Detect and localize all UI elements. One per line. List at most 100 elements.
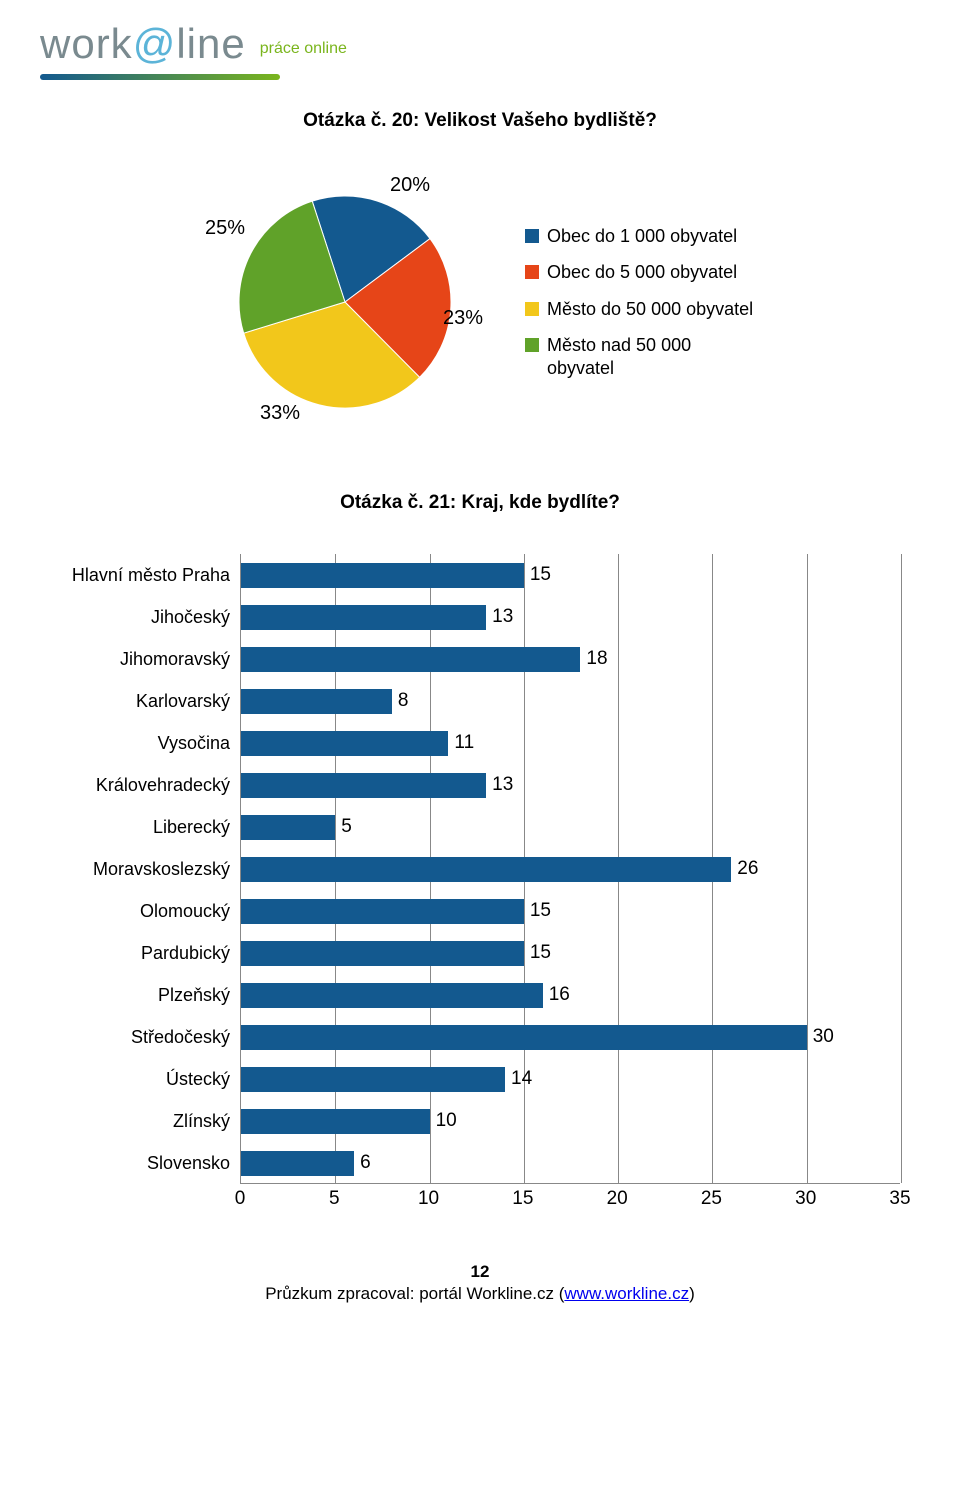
bar-value-label: 11 bbox=[454, 732, 474, 754]
bar-value-label: 16 bbox=[549, 984, 570, 1006]
legend-item: Obec do 1 000 obyvatel bbox=[525, 225, 755, 248]
bar-row: 6 bbox=[241, 1142, 900, 1184]
legend-item: Město do 50 000 obyvatel bbox=[525, 298, 755, 321]
logo-tagline: práce online bbox=[260, 40, 347, 58]
bar-y-labels: Hlavní město PrahaJihočeskýJihomoravskýK… bbox=[60, 554, 240, 1184]
bar-value-label: 10 bbox=[436, 1110, 457, 1132]
bar-category-label: Karlovarský bbox=[60, 680, 230, 722]
x-tick-label: 10 bbox=[418, 1188, 439, 1210]
footer-link[interactable]: www.workline.cz bbox=[564, 1284, 689, 1303]
legend-swatch bbox=[525, 229, 539, 243]
pie-svg bbox=[205, 172, 485, 432]
pie-slice-label: 20% bbox=[390, 174, 430, 197]
page-footer: 12 Průzkum zpracoval: portál Workline.cz… bbox=[40, 1262, 920, 1304]
bar-row: 5 bbox=[241, 806, 900, 848]
page-number: 12 bbox=[40, 1262, 920, 1282]
bar-category-label: Olomoucký bbox=[60, 890, 230, 932]
legend-swatch bbox=[525, 302, 539, 316]
bar-row: 13 bbox=[241, 764, 900, 806]
bar-row: 14 bbox=[241, 1058, 900, 1100]
bar-x-axis: 05101520253035 bbox=[240, 1184, 900, 1212]
legend-swatch bbox=[525, 265, 539, 279]
logo-wordmark: work @ line bbox=[40, 20, 246, 68]
bar bbox=[241, 815, 335, 840]
x-tick-label: 20 bbox=[607, 1188, 628, 1210]
bar-category-label: Jihomoravský bbox=[60, 638, 230, 680]
logo-part-2: line bbox=[176, 20, 245, 68]
bar-category-label: Hlavní město Praha bbox=[60, 554, 230, 596]
bar-row: 13 bbox=[241, 596, 900, 638]
site-logo: work @ line práce online bbox=[40, 0, 920, 78]
legend-label: Město nad 50 000 obyvatel bbox=[547, 334, 755, 379]
bar-value-label: 15 bbox=[530, 942, 551, 964]
footer-suffix: ) bbox=[689, 1284, 695, 1303]
bar-category-label: Ústecký bbox=[60, 1058, 230, 1100]
bar-plot-area: 15 13 18 8 11 13 5 26 15 15 16 30 14 10 6 bbox=[240, 554, 900, 1184]
bar-row: 15 bbox=[241, 932, 900, 974]
x-tick-label: 0 bbox=[235, 1188, 246, 1210]
bar-value-label: 13 bbox=[492, 774, 513, 796]
x-tick-label: 5 bbox=[329, 1188, 340, 1210]
logo-at-icon: @ bbox=[133, 20, 177, 68]
bar-value-label: 13 bbox=[492, 606, 513, 628]
bar-value-label: 6 bbox=[360, 1152, 371, 1174]
bar-category-label: Středočeský bbox=[60, 1016, 230, 1058]
bar-row: 30 bbox=[241, 1016, 900, 1058]
bar bbox=[241, 731, 448, 756]
legend-swatch bbox=[525, 338, 539, 352]
bar bbox=[241, 941, 524, 966]
bar-category-label: Moravskoslezský bbox=[60, 848, 230, 890]
bar bbox=[241, 605, 486, 630]
bar-value-label: 18 bbox=[586, 648, 607, 670]
bar bbox=[241, 983, 543, 1008]
bar-category-label: Zlínský bbox=[60, 1100, 230, 1142]
pie-legend: Obec do 1 000 obyvatel Obec do 5 000 obyv… bbox=[525, 225, 755, 380]
gridline bbox=[901, 554, 902, 1183]
bar-category-label: Vysočina bbox=[60, 722, 230, 764]
bar-value-label: 30 bbox=[813, 1026, 834, 1048]
pie-slice-label: 33% bbox=[260, 402, 300, 425]
x-tick-label: 35 bbox=[889, 1188, 910, 1210]
bar-row: 15 bbox=[241, 890, 900, 932]
bar bbox=[241, 857, 731, 882]
bar-category-label: Slovensko bbox=[60, 1142, 230, 1184]
legend-item: Obec do 5 000 obyvatel bbox=[525, 261, 755, 284]
footer-prefix: Průzkum zpracoval: portál Workline.cz ( bbox=[265, 1284, 564, 1303]
bar bbox=[241, 647, 580, 672]
bar bbox=[241, 1067, 505, 1092]
legend-item: Město nad 50 000 obyvatel bbox=[525, 334, 755, 379]
pie-chart: 20%23%33%25% bbox=[205, 172, 485, 432]
legend-label: Obec do 5 000 obyvatel bbox=[547, 261, 737, 284]
bar bbox=[241, 1109, 430, 1134]
bar-category-label: Plzeňský bbox=[60, 974, 230, 1016]
bar-value-label: 15 bbox=[530, 564, 551, 586]
bar-row: 15 bbox=[241, 554, 900, 596]
pie-chart-section: 20%23%33%25% Obec do 1 000 obyvatelObec … bbox=[40, 172, 920, 432]
legend-label: Obec do 1 000 obyvatel bbox=[547, 225, 737, 248]
bar-row: 10 bbox=[241, 1100, 900, 1142]
bar-chart: Hlavní město PrahaJihočeskýJihomoravskýK… bbox=[60, 554, 900, 1212]
bar-row: 16 bbox=[241, 974, 900, 1016]
bar bbox=[241, 1151, 354, 1176]
footer-line: Průzkum zpracoval: portál Workline.cz (w… bbox=[40, 1284, 920, 1304]
x-tick-label: 30 bbox=[795, 1188, 816, 1210]
x-tick-label: 15 bbox=[512, 1188, 533, 1210]
bar-series: 15 13 18 8 11 13 5 26 15 15 16 30 14 10 6 bbox=[241, 554, 900, 1184]
bar bbox=[241, 773, 486, 798]
bar bbox=[241, 899, 524, 924]
page-root: work @ line práce online Otázka č. 20: V… bbox=[0, 0, 960, 1344]
bar bbox=[241, 563, 524, 588]
bar-chart-title: Otázka č. 21: Kraj, kde bydlíte? bbox=[40, 492, 920, 514]
bar bbox=[241, 1025, 807, 1050]
pie-chart-title: Otázka č. 20: Velikost Vašeho bydliště? bbox=[40, 110, 920, 132]
bar-category-label: Liberecký bbox=[60, 806, 230, 848]
bar-row: 11 bbox=[241, 722, 900, 764]
bar-category-label: Pardubický bbox=[60, 932, 230, 974]
pie-slice-label: 23% bbox=[443, 307, 483, 330]
bar-value-label: 26 bbox=[737, 858, 758, 880]
bar-value-label: 8 bbox=[398, 690, 409, 712]
bar-category-label: Jihočeský bbox=[60, 596, 230, 638]
logo-part-1: work bbox=[40, 20, 133, 68]
bar-row: 18 bbox=[241, 638, 900, 680]
bar-value-label: 14 bbox=[511, 1068, 532, 1090]
